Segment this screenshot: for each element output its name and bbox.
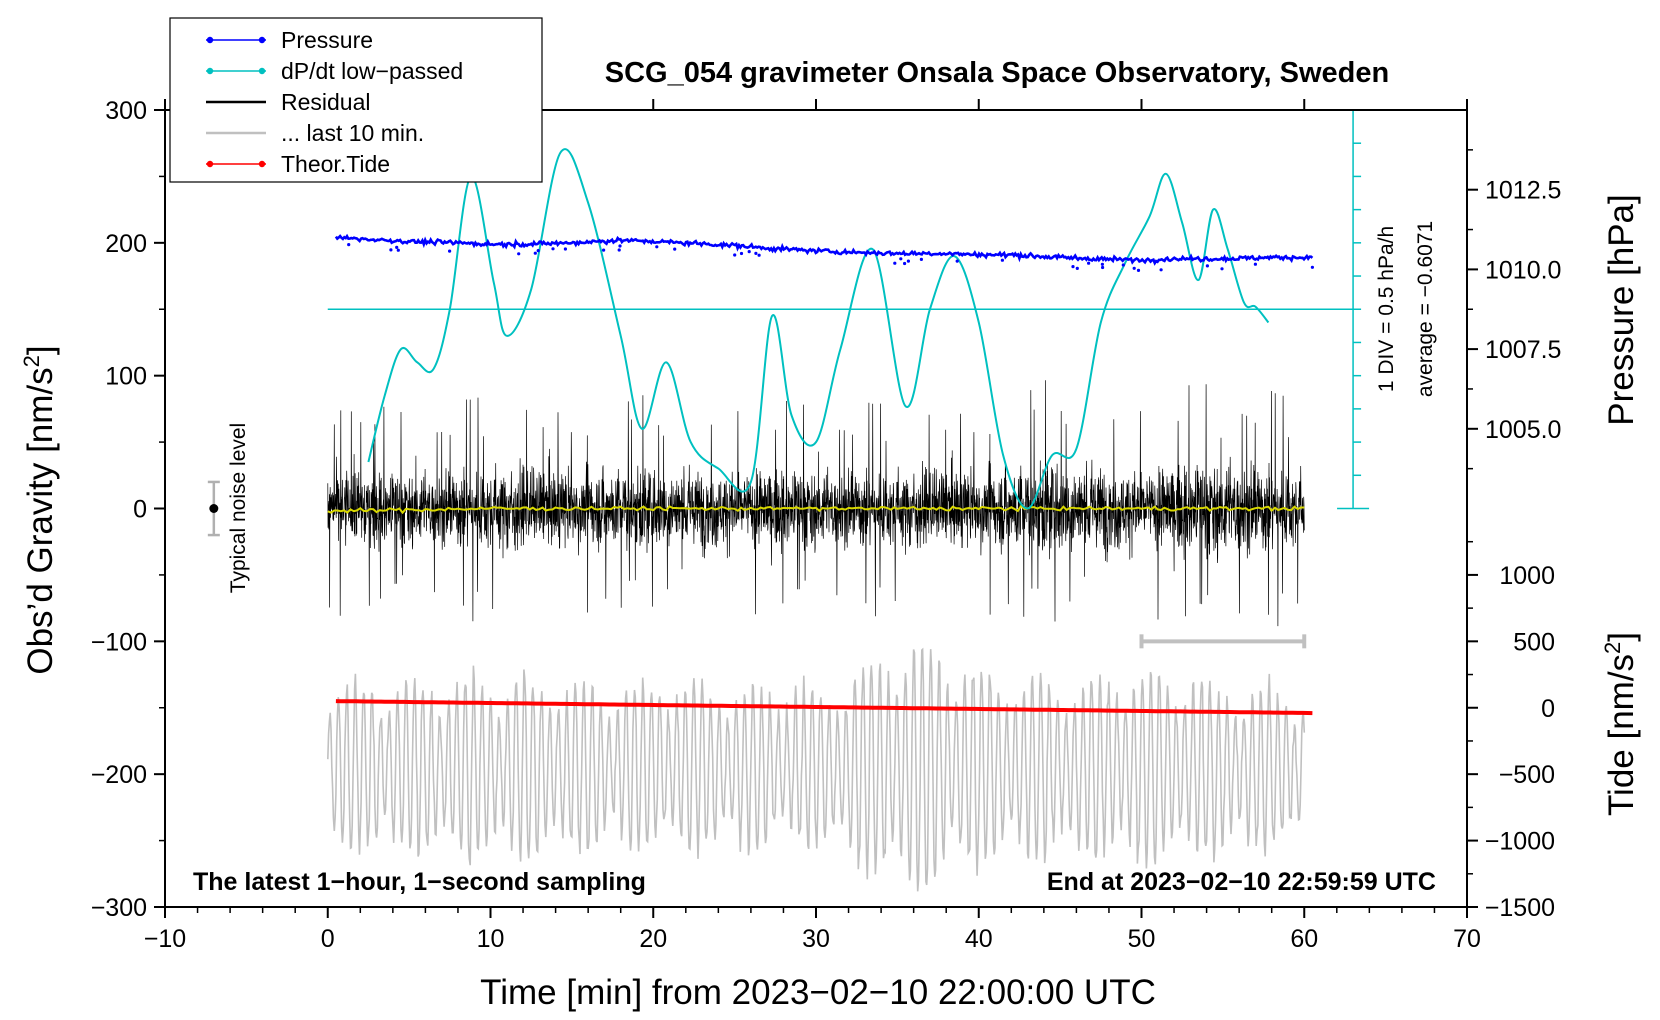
noise-level-label: Typical noise level — [227, 423, 250, 593]
series-last-10-min — [327, 647, 1306, 892]
pressure-outlier-point — [347, 243, 351, 247]
pressure-outlier-point — [1136, 268, 1141, 272]
tide-tick-label: −1500 — [1485, 894, 1555, 922]
pressure-outlier-point — [533, 251, 537, 255]
pressure-outlier-point — [395, 245, 399, 249]
legend-label: Theor.Tide — [281, 151, 390, 177]
legend-marker — [206, 36, 214, 44]
dpdt-scale-label: 1 DIV = 0.5 hPa/h — [1375, 226, 1398, 392]
y-tick-label: −200 — [91, 761, 147, 789]
y-axis-title-pressure: Pressure [hPa] — [1602, 194, 1641, 426]
x-tick-label: 50 — [1128, 925, 1156, 953]
pressure-outlier-point — [1159, 268, 1163, 272]
legend: Pressure dP/dt low−passed Residual ... last… — [169, 17, 543, 183]
pressure-outlier-point — [396, 248, 400, 252]
pressure-tick-label: 1012.5 — [1485, 177, 1561, 205]
pressure-outlier-point — [1087, 261, 1091, 265]
tide-tick-label: −500 — [1499, 761, 1555, 789]
pressure-outlier-point — [1310, 265, 1314, 269]
pressure-outlier-point — [1101, 265, 1105, 270]
pressure-outlier-point — [1071, 265, 1075, 269]
x-tick-label: −10 — [144, 925, 186, 953]
series-residual — [327, 380, 1305, 627]
pressure-tick-label: 1005.0 — [1485, 416, 1561, 444]
series-layer — [207, 109, 1370, 892]
tide-tick-label: −1000 — [1485, 828, 1555, 856]
pressure-outlier-point — [618, 244, 622, 248]
y-axis-title-left: Obs’d Gravity [nm/s2] — [19, 345, 60, 674]
pressure-outlier-point — [955, 259, 959, 263]
legend-label: ... last 10 min. — [281, 120, 424, 146]
x-tick-label: 10 — [477, 925, 505, 953]
x-tick-label: 0 — [321, 925, 335, 953]
pressure-outlier-point — [754, 251, 758, 255]
axes-layer: −10 0 10 20 30 40 50 60 70−300−200−1000100200300… — [91, 97, 1562, 953]
x-tick-label: 30 — [802, 925, 830, 953]
pressure-outlier-point — [1000, 258, 1005, 262]
x-tick-label: 40 — [965, 925, 993, 953]
legend-box — [169, 17, 543, 183]
x-axis-title: Time [min] from 2023−02−10 22:00:00 UTC — [480, 973, 1156, 1012]
pressure-tick-label: 1007.5 — [1485, 336, 1561, 364]
pressure-outlier-point — [1100, 262, 1104, 266]
legend-marker — [206, 67, 214, 75]
noise-center-point — [209, 504, 219, 513]
pressure-outlier-point — [739, 251, 744, 256]
legend-marker — [258, 67, 266, 75]
annotation-sampling: The latest 1−hour, 1−second sampling — [193, 868, 646, 896]
legend-marker — [258, 36, 266, 44]
pressure-outlier-point — [733, 253, 737, 257]
pressure-outlier-point — [448, 249, 452, 253]
pressure-outlier-point — [757, 253, 761, 257]
pressure-outlier-point — [893, 261, 897, 265]
y-axis-title-tide: Tide [nm/s2] — [1600, 632, 1641, 816]
annotation-end-time: End at 2023−02−10 22:59:59 UTC — [1047, 868, 1436, 896]
pressure-outlier-point — [602, 248, 606, 252]
pressure-outlier-point — [747, 250, 751, 254]
pressure-outlier-point — [899, 257, 903, 261]
y-tick-label: 0 — [133, 496, 147, 524]
pressure-outlier-point — [563, 247, 568, 251]
tide-tick-label: 500 — [1513, 628, 1555, 656]
series-pressure — [334, 233, 1314, 266]
pressure-outlier-point — [903, 261, 907, 266]
x-tick-label: 20 — [639, 925, 667, 953]
pressure-outlier-point — [1220, 267, 1224, 271]
legend-marker — [258, 160, 266, 168]
legend-label: Pressure — [281, 27, 373, 53]
y-tick-label: 100 — [105, 363, 147, 391]
x-tick-label: 60 — [1290, 925, 1318, 953]
legend-label: dP/dt low−passed — [281, 58, 463, 84]
pressure-outlier-point — [551, 247, 555, 251]
y-tick-label: 300 — [105, 97, 147, 125]
y-tick-label: −100 — [91, 628, 147, 656]
series-residual-mean — [327, 504, 1305, 515]
pressure-outlier-point — [617, 248, 621, 252]
pressure-outlier-point — [919, 257, 924, 261]
y-tick-label: −300 — [91, 894, 147, 922]
pressure-outlier-point — [906, 259, 911, 263]
pressure-tick-label: 1010.0 — [1485, 256, 1561, 284]
chart-title: SCG_054 gravimeter Onsala Space Observat… — [605, 57, 1389, 89]
pressure-outlier-point — [1121, 263, 1125, 267]
pressure-outlier-point — [1205, 264, 1209, 268]
pressure-outlier-point — [1075, 266, 1079, 270]
pressure-outlier-point — [1132, 266, 1136, 270]
tide-tick-label: 1000 — [1499, 562, 1555, 590]
pressure-outlier-point — [673, 247, 677, 251]
pressure-outlier-point — [517, 252, 521, 256]
legend-marker — [206, 160, 214, 168]
dpdt-average-label: average = −0.6071 — [1414, 221, 1437, 397]
series-dpdt — [367, 148, 1270, 510]
pressure-outlier-point — [655, 245, 659, 249]
legend-label: Residual — [281, 89, 371, 115]
pressure-outlier-point — [389, 248, 393, 252]
x-tick-label: 70 — [1453, 925, 1481, 953]
series-theor-tide — [335, 699, 1313, 716]
pressure-outlier-point — [536, 249, 540, 253]
tide-tick-label: 0 — [1541, 695, 1555, 723]
pressure-outlier-point — [1253, 262, 1257, 266]
y-tick-label: 200 — [105, 230, 147, 258]
